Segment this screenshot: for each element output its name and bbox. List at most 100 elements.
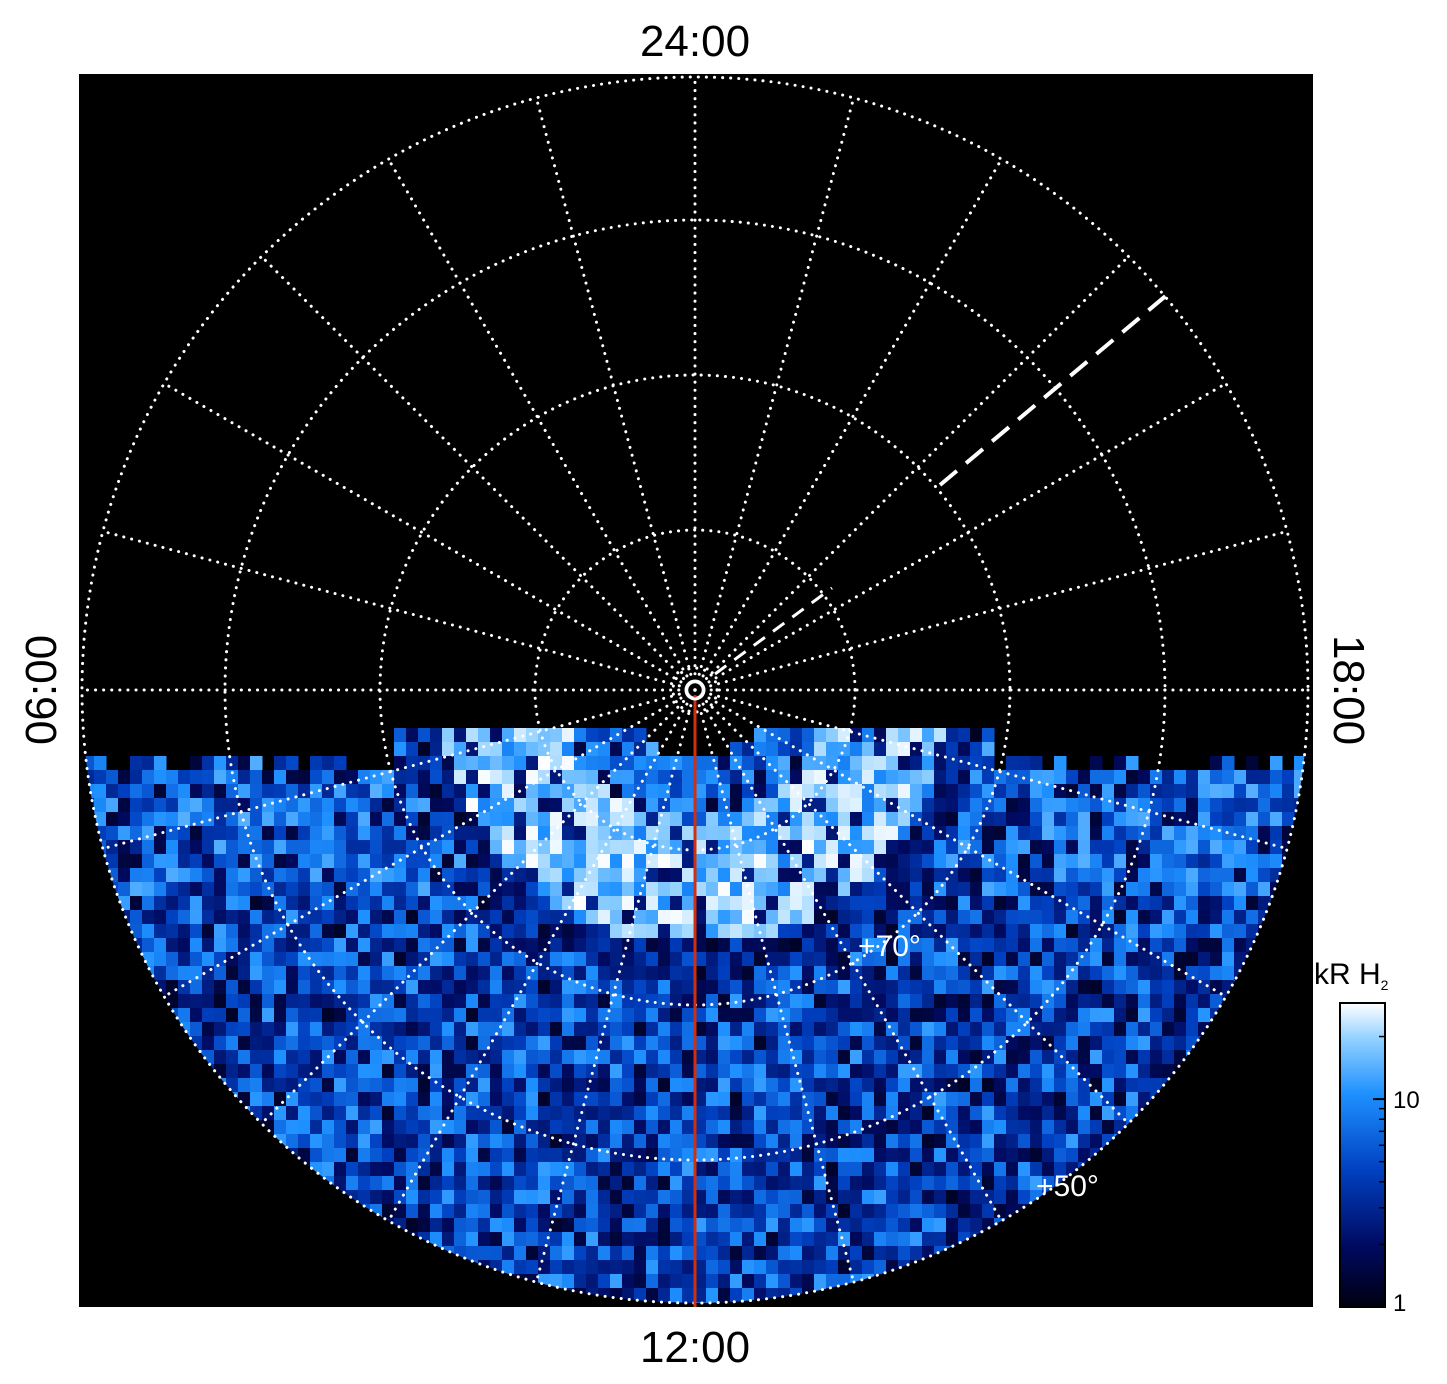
emission-cell xyxy=(502,1190,515,1205)
emission-cell xyxy=(238,784,251,799)
emission-cell xyxy=(1006,882,1019,897)
emission-cell xyxy=(826,924,839,939)
emission-cell xyxy=(478,784,491,799)
emission-cell xyxy=(466,1022,479,1037)
emission-cell xyxy=(394,1078,407,1093)
emission-cell xyxy=(586,1246,599,1261)
emission-cell xyxy=(1126,1036,1139,1051)
emission-cell xyxy=(1126,1064,1139,1079)
emission-cell xyxy=(946,1134,959,1149)
emission-cell xyxy=(658,1120,671,1135)
emission-cell xyxy=(586,840,599,855)
emission-cell xyxy=(262,854,275,869)
emission-cell xyxy=(418,1078,431,1093)
emission-cell xyxy=(322,980,335,995)
emission-cell xyxy=(898,1176,911,1191)
emission-cell xyxy=(430,812,443,827)
emission-cell xyxy=(646,1106,659,1121)
meridian-line xyxy=(693,157,1003,692)
emission-cell xyxy=(934,1050,947,1065)
emission-cell xyxy=(478,938,491,953)
emission-cell xyxy=(850,1204,863,1219)
emission-cell xyxy=(634,1246,647,1261)
emission-cell xyxy=(934,854,947,869)
emission-cell xyxy=(1042,980,1055,995)
emission-cell xyxy=(142,770,155,785)
emission-cell xyxy=(766,1148,779,1163)
emission-cell xyxy=(490,1008,503,1023)
emission-cell xyxy=(1210,980,1223,995)
emission-cell xyxy=(886,924,899,939)
emission-cell xyxy=(598,994,611,1009)
emission-cell xyxy=(1210,840,1223,855)
emission-cell xyxy=(610,784,623,799)
emission-cell xyxy=(982,924,995,939)
emission-cell xyxy=(298,966,311,981)
emission-cell xyxy=(1030,896,1043,911)
emission-cell xyxy=(1006,1120,1019,1135)
emission-cell xyxy=(766,868,779,883)
emission-cell xyxy=(802,1134,815,1149)
emission-cell xyxy=(778,952,791,967)
emission-cell xyxy=(922,812,935,827)
emission-cell xyxy=(670,1176,683,1191)
emission-cell xyxy=(382,994,395,1009)
emission-cell xyxy=(934,742,947,757)
emission-cell xyxy=(1006,1162,1019,1177)
emission-cell xyxy=(454,1232,467,1247)
emission-cell xyxy=(718,854,731,869)
emission-cell xyxy=(130,770,143,785)
emission-cell xyxy=(646,1190,659,1205)
emission-cell xyxy=(670,1288,683,1303)
emission-cell xyxy=(922,938,935,953)
emission-cell xyxy=(334,882,347,897)
emission-cell xyxy=(694,1092,707,1107)
emission-cell xyxy=(946,952,959,967)
emission-cell xyxy=(1042,840,1055,855)
emission-cell xyxy=(862,1176,875,1191)
emission-cell xyxy=(1150,826,1163,841)
emission-cell xyxy=(1018,910,1031,925)
emission-cell xyxy=(1006,966,1019,981)
emission-cell xyxy=(406,1078,419,1093)
emission-cell xyxy=(802,1120,815,1135)
emission-cell xyxy=(526,924,539,939)
emission-cell xyxy=(790,1246,803,1261)
emission-cell xyxy=(934,1022,947,1037)
emission-cell xyxy=(886,882,899,897)
emission-cell xyxy=(262,980,275,995)
emission-cell xyxy=(1018,784,1031,799)
emission-cell xyxy=(946,910,959,925)
emission-cell xyxy=(838,770,851,785)
emission-cell xyxy=(862,1218,875,1233)
emission-cell xyxy=(874,1092,887,1107)
emission-cell xyxy=(1054,1092,1067,1107)
emission-cell xyxy=(958,826,971,841)
emission-cell xyxy=(574,812,587,827)
emission-cell xyxy=(118,784,131,799)
emission-cell xyxy=(838,798,851,813)
emission-cell xyxy=(274,826,287,841)
emission-cell xyxy=(706,1092,719,1107)
emission-cell xyxy=(1186,826,1199,841)
emission-cell xyxy=(910,1176,923,1191)
emission-cell xyxy=(1006,854,1019,869)
emission-cell xyxy=(874,756,887,771)
emission-cell xyxy=(1234,868,1247,883)
emission-cell xyxy=(742,1218,755,1233)
emission-cell xyxy=(718,1120,731,1135)
emission-cell xyxy=(1090,966,1103,981)
emission-cell xyxy=(886,1162,899,1177)
emission-cell xyxy=(682,1078,695,1093)
emission-cell xyxy=(334,1120,347,1135)
emission-cell xyxy=(466,952,479,967)
emission-cell xyxy=(190,952,203,967)
emission-cell xyxy=(970,742,983,757)
emission-cell xyxy=(610,798,623,813)
emission-cell xyxy=(898,812,911,827)
emission-cell xyxy=(334,798,347,813)
emission-cell xyxy=(778,1176,791,1191)
emission-cell xyxy=(718,1078,731,1093)
emission-cell xyxy=(478,1176,491,1191)
emission-cell xyxy=(370,1134,383,1149)
